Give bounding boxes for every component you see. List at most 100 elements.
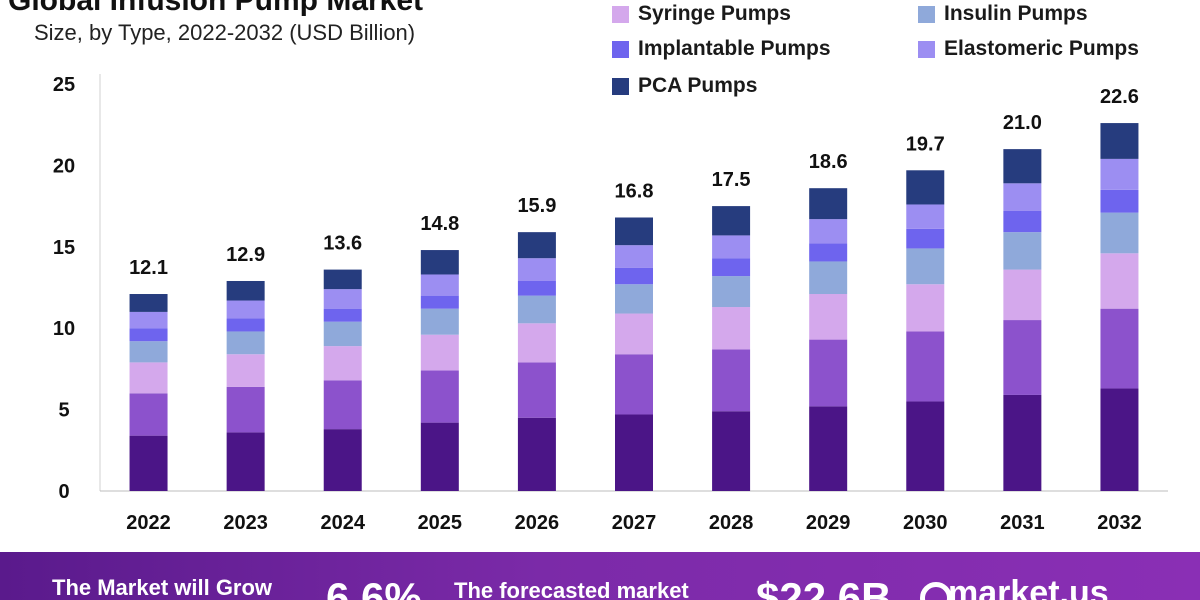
banner-cagr: 6.6%	[326, 574, 422, 600]
bar-segment	[226, 354, 265, 387]
bar-segment	[615, 284, 653, 314]
legend-item-elastomeric-pumps: Elastomeric Pumps	[918, 36, 1139, 62]
bar-total-label: 21.0	[1003, 112, 1042, 134]
bar-segment	[226, 331, 265, 355]
bar-segment	[517, 280, 556, 296]
banner-brand: market.us	[948, 574, 1109, 600]
bar-segment	[615, 267, 653, 285]
bar-segment	[226, 280, 265, 301]
legend-label-implantable: Implantable Pumps	[638, 37, 831, 60]
bar-segment	[712, 411, 751, 491]
y-tick-label: 10	[53, 318, 75, 340]
footer-banner: The Market will Grow 6.6% The forecasted…	[0, 552, 1200, 600]
bar-segment	[517, 323, 556, 363]
bar-total-label: 13.6	[323, 233, 362, 255]
x-tick-label: 2030	[903, 512, 948, 534]
x-tick-label: 2028	[709, 512, 754, 534]
bar-segment	[712, 307, 751, 350]
y-tick-label: 20	[53, 155, 75, 177]
bar-segment	[420, 308, 459, 335]
bar-segment	[712, 349, 751, 412]
bar-segment	[226, 386, 265, 433]
bar-segment	[1003, 269, 1042, 321]
legend-item-pca-pumps: PCA Pumps	[612, 73, 757, 99]
legend: Syringe Pumps Insulin Pumps Implantable …	[0, 0, 1200, 100]
bar-segment	[1003, 232, 1042, 270]
bar-segment	[712, 235, 751, 259]
bar-segment	[226, 300, 265, 319]
bar-segment	[323, 269, 362, 290]
bar-segment	[1003, 320, 1042, 395]
x-tick-label: 2023	[223, 512, 268, 534]
x-tick-label: 2027	[612, 512, 657, 534]
x-tick-label: 2022	[126, 512, 171, 534]
bar-segment	[129, 328, 168, 342]
legend-label-pca: PCA Pumps	[638, 74, 758, 97]
bar-segment	[226, 432, 265, 491]
bar-total-label: 15.9	[517, 195, 556, 217]
bar-segment	[615, 414, 653, 491]
bar-segment	[712, 206, 751, 236]
bar-segment	[1003, 210, 1042, 233]
bar-total-label: 16.8	[615, 180, 654, 202]
bar-segment	[1100, 212, 1139, 254]
legend-swatch-implantable	[612, 40, 629, 58]
bar-segment	[809, 261, 848, 295]
legend-item-syringe-pumps: Syringe Pumps	[612, 1, 791, 27]
bar-segment	[1003, 394, 1042, 491]
chart-title: Global Infusion Pump Market	[8, 0, 424, 17]
bar-segment	[906, 170, 945, 205]
bar-segment	[809, 339, 848, 407]
bar-segment	[906, 401, 945, 491]
bar-segment	[420, 274, 459, 296]
bar-segment	[420, 334, 459, 371]
legend-swatch-elastomeric	[918, 40, 935, 58]
bar-segment	[1100, 388, 1139, 491]
bar-segment	[129, 311, 168, 329]
x-tick-label: 2025	[418, 512, 463, 534]
bar-segment	[129, 435, 168, 491]
bar-segment	[323, 289, 362, 309]
bar-total-label: 17.5	[712, 169, 751, 191]
bar-segment	[1100, 158, 1139, 190]
bar-segment	[615, 245, 653, 268]
bar-segment	[420, 295, 459, 309]
brand-logo-icon	[920, 582, 952, 600]
x-tick-label: 2032	[1097, 512, 1142, 534]
y-tick-label: 0	[58, 481, 69, 503]
legend-swatch-pca	[612, 77, 629, 95]
bar-segment	[712, 258, 751, 277]
bar-segment	[420, 370, 459, 423]
bar-total-label: 12.1	[129, 257, 168, 279]
bar-segment	[323, 380, 362, 430]
bar-total-label: 12.9	[226, 244, 265, 266]
bar-segment	[1100, 189, 1139, 213]
bar-segment	[226, 318, 265, 332]
bar-segment	[1003, 149, 1042, 184]
bar-total-label: 14.8	[420, 213, 459, 235]
x-tick-label: 2026	[515, 512, 560, 534]
stacked-bar-chart: 051015202512.1202212.9202313.6202414.820…	[53, 74, 1168, 534]
bar-total-label: 22.6	[1100, 86, 1139, 108]
x-tick-label: 2029	[806, 512, 851, 534]
bar-segment	[517, 232, 556, 259]
bar-segment	[517, 417, 556, 491]
bar-segment	[615, 354, 653, 415]
legend-item-insulin-pumps: Insulin Pumps	[918, 1, 1088, 27]
bar-segment	[129, 294, 168, 312]
banner-market-value: $22.6B	[756, 574, 892, 600]
bar-segment	[712, 276, 751, 308]
bar-segment	[420, 422, 459, 491]
bar-segment	[129, 393, 168, 436]
bar-total-label: 18.6	[809, 151, 848, 173]
bar-segment	[809, 243, 848, 262]
x-tick-label: 2024	[320, 512, 365, 534]
bar-segment	[323, 429, 362, 491]
bar-segment	[517, 258, 556, 281]
bar-segment	[906, 228, 945, 249]
bar-segment	[1100, 123, 1139, 159]
bar-segment	[615, 313, 653, 355]
banner-forecast-text: The forecasted market	[454, 578, 689, 600]
bar-segment	[323, 308, 362, 322]
y-tick-label: 5	[58, 400, 69, 422]
